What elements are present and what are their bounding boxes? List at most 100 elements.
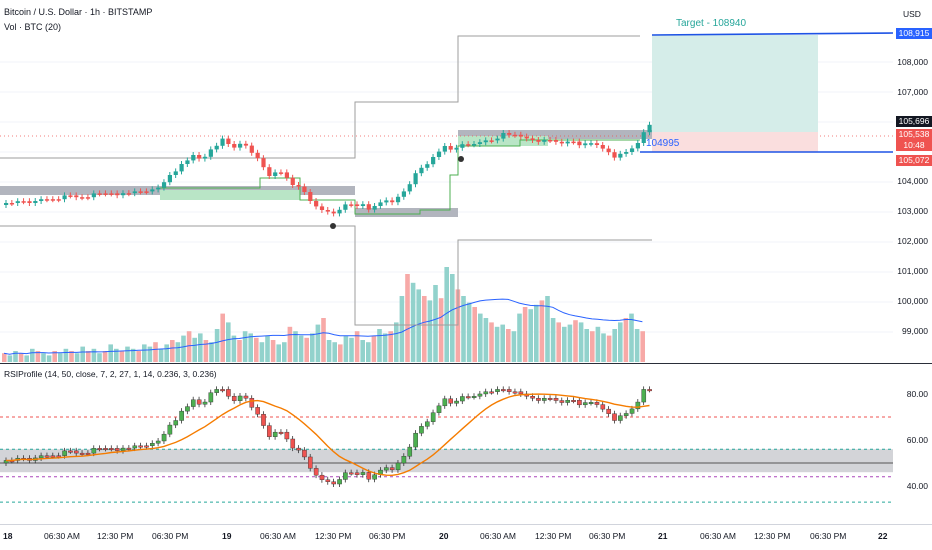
rsi-candle-body — [249, 398, 255, 408]
candle-body — [319, 206, 325, 210]
volume-bar — [276, 344, 281, 362]
candle-body — [483, 140, 488, 143]
candle-body — [226, 138, 231, 144]
volume-bar — [203, 340, 209, 362]
volume-bar — [293, 331, 298, 362]
rsi-candle-body — [126, 447, 132, 450]
volume-bar — [186, 331, 192, 362]
target-price-tag: 108,915 — [896, 28, 932, 39]
candle-body — [44, 199, 50, 201]
candle-body — [436, 151, 442, 157]
candle-body — [325, 210, 330, 212]
price-axis-label: 103,000 — [897, 206, 928, 216]
volume-bar — [119, 351, 125, 362]
currency-label[interactable]: USD — [903, 9, 921, 19]
volume-bar — [248, 333, 253, 362]
rsi-candle-body — [202, 401, 208, 405]
volume-bar — [399, 296, 405, 362]
volume-legend[interactable]: Vol · BTC (20) — [4, 22, 62, 32]
rsi-axis-label: 80.00 — [906, 389, 928, 399]
volume-bar — [170, 340, 175, 362]
volume-bar — [52, 351, 57, 362]
volume-bar — [158, 348, 164, 362]
candle-body — [624, 152, 629, 154]
volume-bar — [640, 331, 645, 362]
candle-body — [167, 175, 172, 183]
candle-body — [518, 134, 523, 137]
rsi-candle-body — [389, 467, 395, 471]
rsi-candle-body — [501, 389, 506, 392]
candle-body — [366, 204, 371, 210]
volume-bar — [242, 331, 248, 362]
rsi-candle-body — [155, 440, 161, 444]
rsi-candle-body — [208, 392, 214, 403]
candle-body — [594, 143, 600, 145]
rsi-candle-body — [73, 450, 79, 454]
rsi-candle-body — [167, 424, 173, 435]
rsi-candle-body — [559, 400, 565, 403]
rsi-candle-body — [284, 431, 290, 440]
rsi-candle-body — [395, 462, 401, 471]
volume-bar — [354, 331, 360, 362]
time-axis-label: 12:30 PM — [97, 531, 134, 541]
candle-body — [425, 164, 430, 168]
volume-bar — [226, 322, 231, 362]
rsi-candle-body — [179, 410, 184, 421]
rsi-candle-body — [97, 448, 102, 451]
time-axis-label: 12:30 PM — [754, 531, 791, 541]
rsi-candle-body — [214, 389, 220, 393]
volume-bar — [310, 333, 315, 362]
candle-body — [413, 173, 418, 185]
volume-bar — [18, 353, 24, 362]
rsi-chart[interactable] — [0, 364, 932, 524]
candle-body — [343, 204, 348, 210]
volume-bar — [175, 342, 181, 362]
rsi-candle-body — [401, 455, 407, 464]
rsi-candle-body — [448, 398, 454, 404]
pane-divider[interactable] — [0, 363, 932, 364]
entry-label: 104995 — [646, 138, 680, 149]
rsi-candle-body — [530, 396, 535, 399]
candle-body — [647, 124, 652, 133]
candle-body — [208, 149, 213, 157]
rsi-candle-body — [623, 413, 629, 416]
rsi-candle-body — [144, 445, 149, 448]
candle-body — [460, 144, 465, 148]
candle-body — [97, 193, 102, 195]
rsi-candle-body — [565, 400, 570, 403]
rsi-candle-body — [571, 400, 576, 402]
volume-bar — [332, 342, 337, 362]
candle-body — [355, 204, 360, 206]
price-axis-label: 100,000 — [897, 296, 928, 306]
symbol-legend[interactable]: Bitcoin / U.S. Dollar · 1h · BITSTAMP — [4, 7, 153, 17]
time-axis-label: 06:30 PM — [152, 531, 189, 541]
rsi-candle-body — [553, 398, 559, 401]
volume-bar — [450, 274, 455, 362]
time-axis-label: 06:30 AM — [480, 531, 516, 541]
rsi-legend[interactable]: RSIProfile (14, 50, close, 7, 2, 27, 1, … — [4, 369, 217, 379]
price-chart[interactable] — [0, 0, 932, 363]
volume-bar — [366, 342, 371, 362]
rsi-candle-body — [354, 472, 360, 475]
candle-body — [238, 143, 243, 148]
rsi-candle-body — [302, 449, 307, 458]
candle-body — [308, 192, 313, 201]
volume-bar — [13, 351, 18, 362]
rsi-candle-body — [600, 404, 606, 410]
volume-bar — [410, 282, 416, 362]
rsi-candle-body — [226, 389, 231, 397]
volume-bar — [147, 346, 153, 362]
lower-band-line — [0, 225, 652, 326]
rsi-candle-body — [44, 455, 50, 458]
price-axis-label: 102,000 — [897, 236, 928, 246]
candle-body — [548, 140, 553, 142]
rsi-candle-body — [220, 389, 225, 392]
price-chart-pane[interactable]: Bitcoin / U.S. Dollar · 1h · BITSTAMP Vo… — [0, 0, 932, 363]
volume-bar — [102, 351, 108, 362]
volume-bar — [287, 326, 293, 362]
candle-body — [571, 141, 576, 144]
volume-bar — [265, 335, 270, 362]
rsi-indicator-pane[interactable]: 80.00 60.00 40.00 — [0, 364, 932, 524]
candle-body — [121, 193, 126, 196]
rsi-candle-body — [237, 395, 243, 401]
